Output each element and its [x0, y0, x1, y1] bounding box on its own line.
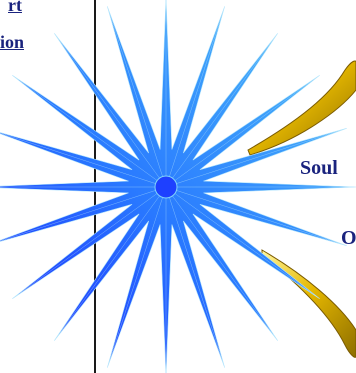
- soul-label: Soul: [300, 157, 338, 179]
- o-label: O: [341, 227, 356, 249]
- nav-link-section[interactable]: ion: [0, 32, 25, 52]
- nav-link-art[interactable]: rt: [8, 0, 22, 15]
- gold-ribbon-icon: [247, 60, 356, 358]
